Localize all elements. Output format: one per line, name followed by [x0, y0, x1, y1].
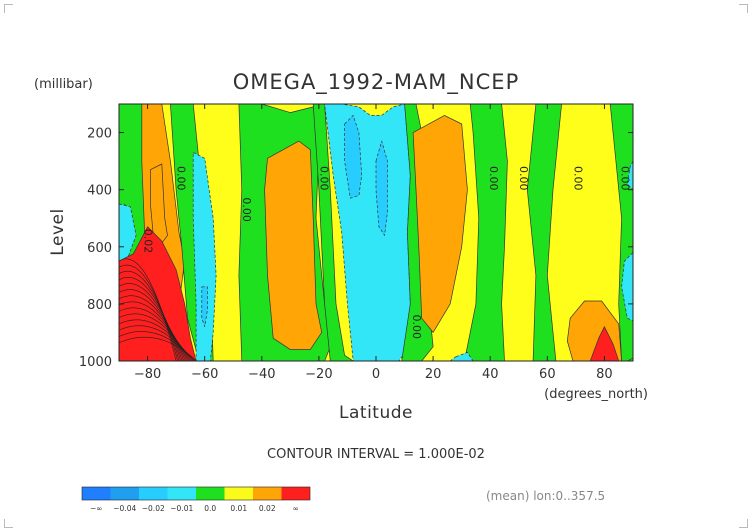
y-axis: 200 400 600 800 1000 — [79, 127, 633, 370]
corner-mark-top-left — [4, 4, 13, 13]
x-tick-label: 60 — [539, 367, 556, 382]
x-tick-label: 0 — [372, 367, 380, 382]
corner-mark-top-right — [739, 4, 748, 13]
legend-label: −∞ — [90, 504, 103, 513]
y-units-label: (millibar) — [34, 77, 93, 92]
contour-region-9 — [201, 286, 208, 328]
legend-swatch-5 — [196, 487, 225, 500]
x-tick-label: 80 — [596, 367, 613, 382]
legend-frame — [81, 486, 311, 501]
contour-region-14 — [344, 115, 363, 199]
x-tick-label: 40 — [482, 367, 499, 382]
red-zone-contour-line — [119, 270, 180, 361]
contour-region-20 — [526, 104, 562, 361]
contour-region-5 — [150, 163, 168, 248]
footnote-text: (mean) lon:0..357.5 — [486, 489, 605, 503]
x-tick-label: −40 — [248, 367, 275, 382]
legend-swatch-7 — [253, 487, 282, 500]
x-tick-label: 20 — [425, 367, 442, 382]
red-zone-contour-line — [119, 283, 183, 361]
y-axis-title: Level — [48, 208, 68, 255]
legend-label: −0.04 — [113, 504, 136, 513]
legend-label: 0.01 — [230, 504, 247, 513]
corner-mark-bottom-left — [4, 519, 13, 528]
contour-label-layer: 0.00 0.02 0.00 0.00 0.00 0.00 0.00 0.00 0.00 — [142, 166, 632, 339]
y-tick-label: 1000 — [79, 355, 112, 370]
x-tick-label: −80 — [134, 367, 161, 382]
contour-region-17 — [412, 115, 468, 333]
legend-swatch-8 — [281, 487, 310, 500]
contour-region-22 — [589, 326, 620, 361]
red-zone-contour-line — [119, 277, 182, 361]
chart-title: OMEGA_1992-MAM_NCEP — [233, 70, 519, 95]
contour-label-2: 0.02 — [142, 229, 155, 254]
corner-mark-bottom-right — [739, 519, 748, 528]
contour-fill-layer — [119, 104, 633, 361]
legend-swatch-6 — [224, 487, 253, 500]
contour-label-5: 0.00 — [410, 314, 423, 339]
contour-region-8 — [192, 152, 217, 361]
contour-region-12 — [312, 104, 354, 361]
legend-label: −0.01 — [170, 504, 193, 513]
contour-region-6 — [119, 226, 197, 361]
contour-region-24 — [626, 357, 633, 361]
x-tick-label: −60 — [191, 367, 218, 382]
contour-region-11 — [264, 140, 323, 350]
contour-interval-text: CONTOUR INTERVAL = 1.000E-02 — [267, 447, 485, 462]
contour-label-6: 0.00 — [487, 166, 500, 191]
contour-label-9: 0.00 — [619, 166, 632, 191]
legend-swatch-3 — [139, 487, 168, 500]
contour-label-8: 0.00 — [571, 166, 584, 191]
legend-label: −0.02 — [142, 504, 165, 513]
legend-label: ∞ — [293, 504, 299, 513]
contour-label-7: 0.00 — [517, 166, 530, 191]
legend-swatch-1 — [82, 487, 111, 500]
contour-label-4: 0.00 — [317, 166, 330, 191]
x-axis-title: Latitude — [339, 403, 413, 423]
red-zone-contour-lines — [119, 258, 197, 361]
y-tick-label: 400 — [87, 184, 112, 199]
y-tick-label: 600 — [87, 241, 112, 256]
contour-region-19 — [449, 352, 474, 361]
color-legend: −∞ −0.04 −0.02 −0.01 0.0 0.01 0.02 ∞ — [81, 486, 311, 513]
legend-label: 0.02 — [259, 504, 276, 513]
legend-swatch-2 — [110, 487, 139, 500]
x-axis: −80 −60 −40 −20 0 20 40 60 80 — [134, 104, 613, 382]
legend-label: 0.0 — [204, 504, 216, 513]
y-tick-label: 200 — [87, 127, 112, 142]
x-tick-label: −20 — [305, 367, 332, 382]
y-tick-label: 800 — [87, 298, 112, 313]
contour-region-26 — [626, 160, 633, 191]
contour-region-15 — [375, 140, 388, 236]
contour-label-1: 0.00 — [175, 166, 188, 191]
red-zone-contour-line — [119, 336, 197, 361]
x-units-label: (degrees_north) — [544, 387, 648, 402]
legend-swatch-4 — [167, 487, 196, 500]
contour-label-3: 0.00 — [240, 197, 253, 222]
contour-region-18 — [464, 104, 508, 361]
